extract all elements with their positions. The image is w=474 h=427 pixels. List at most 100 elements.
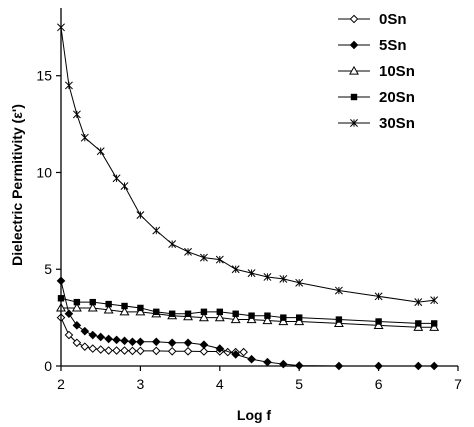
data-point-30Sn	[199, 253, 208, 262]
data-point-5Sn	[247, 354, 256, 364]
data-point-30Sn	[152, 226, 161, 235]
data-point-0Sn	[120, 346, 129, 355]
x-tick-label: 7	[454, 376, 462, 392]
data-point-0Sn	[96, 345, 106, 354]
data-point-20Sn	[184, 310, 192, 317]
series-20Sn	[57, 295, 438, 327]
legend-item-10Sn: 10Sn	[338, 63, 415, 80]
series-5Sn	[56, 276, 439, 371]
legend-item-5Sn: 5Sn	[338, 37, 407, 54]
data-point-20Sn	[296, 314, 303, 321]
data-point-5Sn	[231, 350, 240, 359]
data-point-0Sn	[80, 342, 90, 351]
data-point-10Sn	[413, 322, 424, 331]
data-point-20Sn	[232, 310, 239, 317]
data-point-0Sn	[104, 346, 113, 355]
data-point-5Sn	[136, 337, 145, 347]
data-point-20Sn	[137, 304, 144, 312]
data-point-0Sn	[239, 347, 248, 357]
x-axis-title: Log f	[237, 407, 272, 423]
data-point-20Sn	[200, 308, 208, 316]
data-point-30Sn	[120, 182, 129, 190]
data-point-30Sn	[247, 269, 256, 278]
plot-area	[56, 23, 440, 371]
legend-item-30Sn: 30Sn	[338, 115, 415, 132]
data-point-5Sn	[151, 337, 161, 347]
data-point-5Sn	[183, 338, 193, 348]
y-axis-title: Dielectric Permitivity (ε')	[9, 104, 25, 266]
x-axis: 2 3 4 5 6 7	[57, 365, 462, 392]
data-point-20Sn	[248, 312, 255, 319]
legend-label: 10Sn	[379, 63, 415, 80]
data-point-10Sn	[71, 302, 82, 312]
legend-marker	[350, 93, 358, 101]
data-point-5Sn	[88, 330, 98, 340]
data-point-30Sn	[231, 265, 240, 274]
data-point-30Sn	[136, 211, 145, 220]
data-point-20Sn	[430, 320, 438, 327]
data-point-5Sn	[64, 309, 74, 319]
data-point-5Sn	[80, 326, 90, 336]
data-point-10Sn	[198, 312, 209, 322]
data-point-20Sn	[168, 310, 176, 317]
data-point-5Sn	[104, 334, 113, 344]
data-point-30Sn	[414, 298, 423, 307]
data-point-0Sn	[136, 346, 145, 356]
data-point-10Sn	[87, 302, 98, 312]
x-tick-label: 4	[216, 376, 224, 392]
data-point-10Sn	[135, 306, 146, 316]
y-tick-label: 15	[36, 68, 52, 84]
x-tick-label: 3	[137, 376, 145, 392]
legend-marker	[349, 14, 359, 24]
data-point-10Sn	[230, 314, 241, 324]
y-axis: 0 5 10 15	[36, 8, 62, 374]
data-point-30Sn	[263, 273, 272, 281]
data-point-30Sn	[430, 296, 439, 305]
data-point-30Sn	[184, 247, 192, 256]
data-point-0Sn	[199, 347, 209, 356]
series-line-30Sn	[60, 27, 435, 303]
data-point-20Sn	[375, 318, 382, 325]
series-10Sn	[56, 302, 440, 331]
data-point-5Sn	[199, 340, 209, 350]
data-point-20Sn	[121, 302, 128, 310]
data-point-30Sn	[80, 133, 89, 142]
data-point-20Sn	[73, 298, 81, 306]
x-tick-label: 2	[57, 376, 65, 392]
data-point-10Sn	[278, 316, 289, 326]
data-point-0Sn	[128, 346, 137, 356]
data-point-20Sn	[89, 298, 96, 306]
data-point-10Sn	[103, 304, 114, 314]
data-point-5Sn	[167, 338, 177, 348]
data-point-30Sn	[96, 147, 105, 156]
data-point-10Sn	[429, 322, 440, 331]
legend-item-20Sn: 20Sn	[338, 89, 415, 106]
data-point-0Sn	[64, 330, 74, 340]
data-point-20Sn	[153, 308, 160, 316]
data-point-30Sn	[168, 240, 177, 249]
data-point-0Sn	[88, 344, 98, 353]
x-tick-label: 6	[375, 376, 383, 392]
data-point-10Sn	[294, 316, 305, 326]
data-point-10Sn	[246, 314, 257, 324]
legend-marker	[350, 119, 358, 127]
data-point-10Sn	[373, 320, 384, 329]
data-point-5Sn	[96, 332, 106, 342]
data-point-20Sn	[216, 308, 223, 316]
data-point-5Sn	[128, 337, 137, 347]
data-point-30Sn	[374, 292, 383, 301]
legend-marker	[349, 40, 359, 50]
x-tick-label: 5	[295, 376, 303, 392]
data-point-10Sn	[262, 315, 273, 325]
data-point-30Sn	[279, 274, 288, 283]
data-point-5Sn	[120, 336, 129, 346]
data-point-30Sn	[334, 286, 343, 295]
data-point-30Sn	[72, 110, 81, 119]
data-point-30Sn	[215, 255, 224, 264]
data-point-20Sn	[105, 300, 112, 308]
data-point-30Sn	[64, 81, 73, 90]
y-tick-label: 5	[44, 261, 52, 277]
data-point-20Sn	[264, 312, 271, 319]
data-point-30Sn	[112, 174, 121, 183]
legend-label: 30Sn	[379, 115, 415, 132]
